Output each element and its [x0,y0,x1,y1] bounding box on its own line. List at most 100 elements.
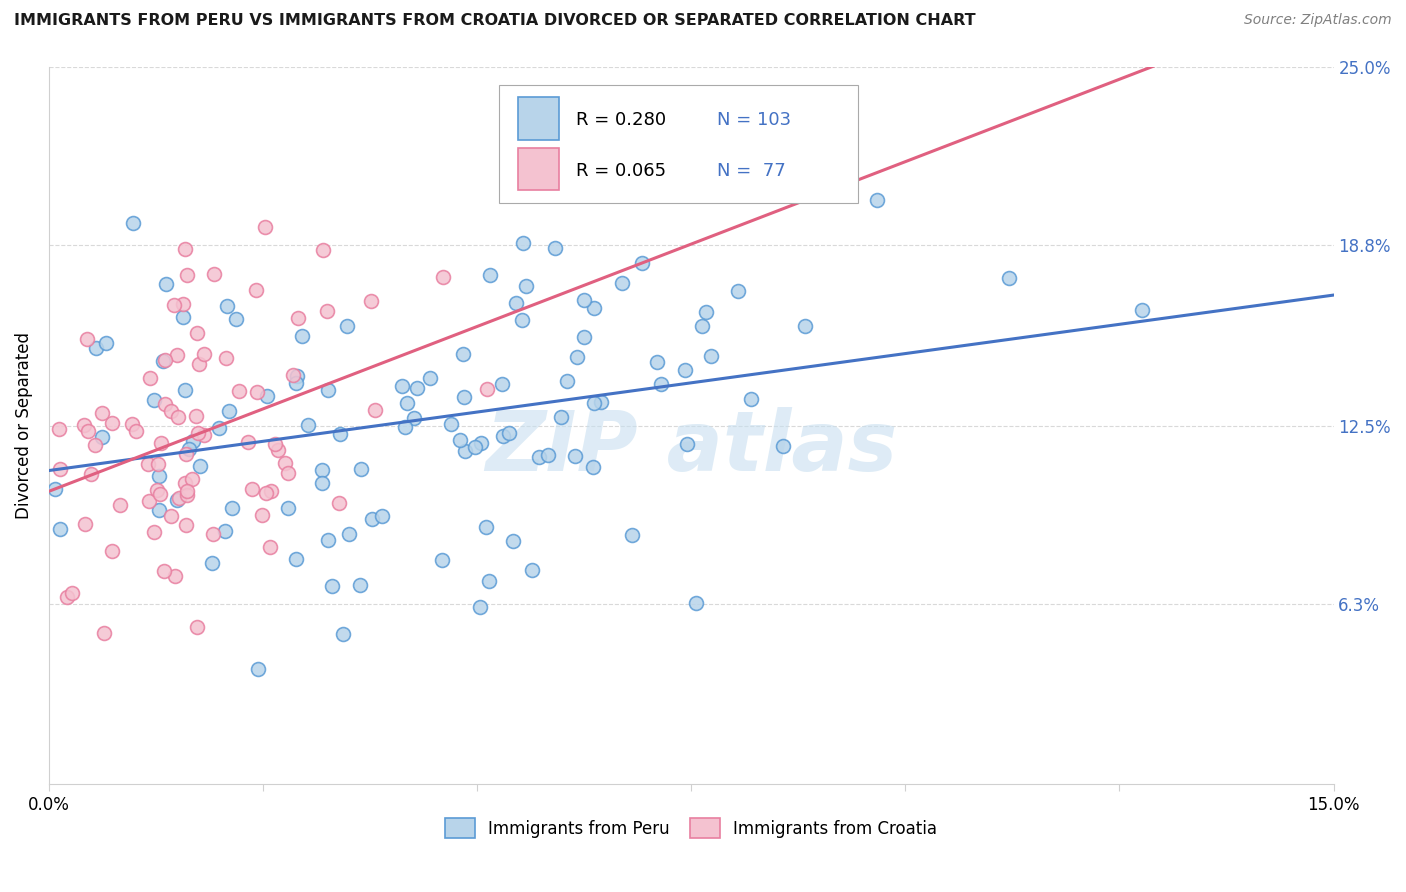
Point [160,509,183,524]
Point [136,458,159,472]
Point [391,379,413,393]
Point [163,298,186,312]
Point [153,397,176,411]
Point [430,553,453,567]
Point [297,417,319,432]
Point [285,376,308,390]
Point [284,552,307,566]
Point [166,493,188,508]
Point [502,534,524,549]
Point [650,377,672,392]
Point [122,216,145,230]
Point [193,347,215,361]
Point [572,330,595,344]
Point [287,310,309,325]
Point [395,396,418,410]
Point [475,382,498,396]
Point [225,312,247,326]
Point [512,235,534,250]
Point [419,371,441,385]
Point [321,579,343,593]
Point [177,442,200,456]
Point [394,420,416,434]
Point [449,433,471,447]
Point [318,533,340,547]
Point [138,494,160,508]
Point [505,295,527,310]
Point [176,488,198,502]
Point [148,503,170,517]
Point [247,662,270,676]
Point [155,277,177,291]
Text: R = 0.065: R = 0.065 [575,161,666,179]
Text: ZIP atlas: ZIP atlas [485,407,897,488]
Point [329,427,352,442]
Point [527,450,550,464]
Point [76,424,98,438]
Point [491,377,513,392]
Point [620,528,643,542]
Point [146,457,169,471]
Point [281,368,304,383]
Point [155,353,177,368]
Point [176,484,198,499]
Y-axis label: Divorced or Separated: Divorced or Separated [15,332,32,519]
Point [311,463,333,477]
Point [312,243,335,257]
Point [253,220,276,235]
Point [291,329,314,343]
Point [277,500,299,515]
Point [277,466,299,480]
Point [60,586,83,600]
Point [165,568,187,582]
Point [515,278,537,293]
Point [218,404,240,418]
Point [48,422,70,436]
Point [454,444,477,458]
Point [100,543,122,558]
Point [176,448,198,462]
Legend: Immigrants from Peru, Immigrants from Croatia: Immigrants from Peru, Immigrants from Cr… [439,812,943,844]
Point [228,384,250,399]
Point [91,430,114,444]
Point [567,350,589,364]
Point [148,468,170,483]
Point [451,347,474,361]
Point [350,462,373,476]
Point [440,417,463,431]
Point [583,301,606,315]
Point [260,483,283,498]
Point [202,267,225,281]
Point [555,374,578,388]
Point [520,563,543,577]
Point [94,336,117,351]
Point [361,512,384,526]
Point [84,437,107,451]
Point [479,268,502,282]
Point [101,416,124,430]
Point [208,420,231,434]
Point [186,620,208,634]
Point [453,390,475,404]
Point [90,406,112,420]
Text: IMMIGRANTS FROM PERU VS IMMIGRANTS FROM CROATIA DIVORCED OR SEPARATED CORRELATIO: IMMIGRANTS FROM PERU VS IMMIGRANTS FROM … [14,13,976,29]
Point [332,627,354,641]
Point [316,383,339,397]
Point [166,410,188,425]
Point [673,362,696,376]
Point [740,392,762,406]
Point [335,318,357,333]
Point [167,491,190,505]
Point [328,496,350,510]
Point [172,310,194,324]
Point [143,393,166,408]
Text: Source: ZipAtlas.com: Source: ZipAtlas.com [1244,13,1392,28]
FancyBboxPatch shape [499,85,858,203]
Point [695,305,717,319]
Point [337,527,360,541]
Point [645,355,668,369]
Point [537,448,560,462]
Point [176,517,198,532]
Point [311,476,333,491]
Point [589,395,612,409]
